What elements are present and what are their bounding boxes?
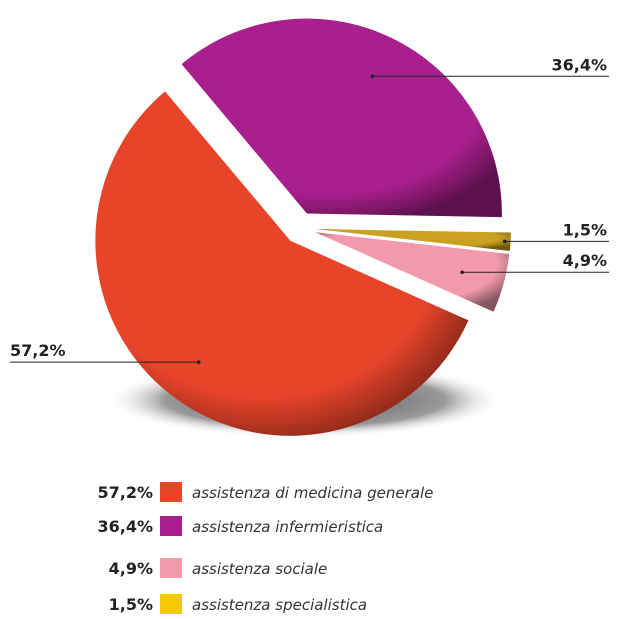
slice-label: 57,2%: [10, 341, 66, 360]
legend-swatch: [160, 516, 182, 536]
legend-swatch: [160, 482, 182, 502]
legend-swatch: [160, 558, 182, 578]
slice-shade: [315, 232, 510, 312]
slice-shade: [95, 91, 469, 436]
legend-label: assistenza sociale: [192, 560, 327, 578]
leader-dot: [196, 360, 201, 364]
legend-value: 36,4%: [97, 517, 153, 536]
legend-value: 1,5%: [109, 595, 153, 614]
legend-swatch: [160, 594, 182, 614]
leader-dot: [502, 239, 507, 244]
slice-shade: [181, 18, 502, 218]
slice-label: 1,5%: [563, 220, 607, 239]
leader-dot: [460, 270, 464, 275]
legend-label: assistenza infermieristica: [192, 518, 383, 536]
legend-value: 4,9%: [109, 559, 153, 578]
slice-shade: [315, 229, 511, 251]
leader-dot: [370, 74, 375, 79]
legend-label: assistenza di medicina generale: [192, 484, 433, 502]
slice-label: 4,9%: [563, 251, 607, 270]
legend-value: 57,2%: [97, 483, 153, 502]
slice-label: 36,4%: [551, 55, 607, 74]
legend-label: assistenza specialistica: [192, 596, 367, 614]
